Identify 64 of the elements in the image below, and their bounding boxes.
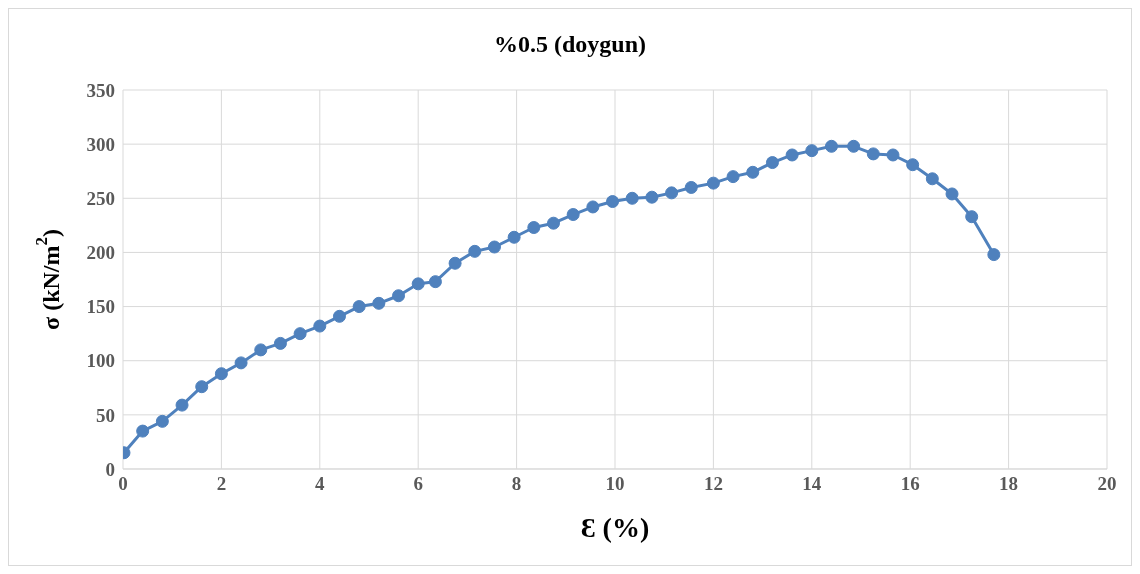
point [746, 165, 760, 179]
y-tick-label: 350 [86, 79, 115, 101]
point [706, 176, 720, 190]
x-tick-label: 6 [413, 473, 423, 495]
point [136, 424, 150, 438]
point [965, 210, 979, 224]
point [906, 158, 920, 172]
x-axis-title: Ɛ (%) [580, 511, 650, 543]
point [645, 190, 659, 204]
y-tick-label: 300 [86, 133, 115, 155]
point [448, 256, 462, 270]
x-tick-label: 16 [900, 473, 920, 495]
point [547, 216, 560, 230]
x-tick-label: 18 [999, 473, 1019, 495]
y-tick-label: 100 [86, 350, 115, 372]
point [945, 187, 959, 201]
point [866, 147, 880, 161]
point [468, 244, 482, 258]
point [665, 186, 679, 200]
point [175, 398, 189, 412]
y-tick-label: 200 [86, 242, 115, 264]
y-tick-label: 150 [86, 296, 115, 318]
point [925, 172, 939, 186]
point [428, 275, 442, 289]
x-tick-label: 20 [1097, 473, 1117, 495]
point [726, 170, 740, 184]
point [765, 156, 779, 170]
point [332, 309, 346, 323]
point [155, 414, 169, 428]
point [785, 148, 799, 162]
point [824, 139, 838, 153]
point [606, 195, 620, 209]
point [625, 191, 639, 205]
point [254, 343, 268, 357]
point [214, 367, 228, 381]
chart-title: %0.5 (doygun) [493, 31, 647, 58]
point [847, 139, 861, 153]
point [987, 248, 1001, 262]
point [566, 208, 580, 222]
point [392, 289, 406, 303]
point [507, 230, 521, 244]
point [372, 296, 386, 310]
point [293, 327, 307, 341]
point [527, 221, 541, 235]
point [684, 180, 698, 194]
point [195, 380, 209, 394]
point [352, 300, 366, 314]
x-tick-label: 4 [315, 473, 326, 495]
x-tick-label: 10 [605, 473, 625, 495]
point [487, 240, 501, 254]
x-tick-label: 2 [216, 473, 227, 495]
y-tick-label: 50 [96, 404, 115, 426]
point [586, 200, 600, 214]
point [273, 336, 287, 350]
y-tick-label: 0 [105, 458, 115, 480]
point [234, 356, 248, 370]
point [886, 148, 900, 162]
point [411, 277, 425, 291]
point [313, 319, 327, 333]
point [805, 144, 819, 158]
y-tick-label: 250 [86, 188, 115, 210]
x-tick-label: 8 [511, 473, 522, 495]
x-tick-label: 12 [703, 473, 723, 495]
x-tick-label: 14 [802, 473, 822, 495]
